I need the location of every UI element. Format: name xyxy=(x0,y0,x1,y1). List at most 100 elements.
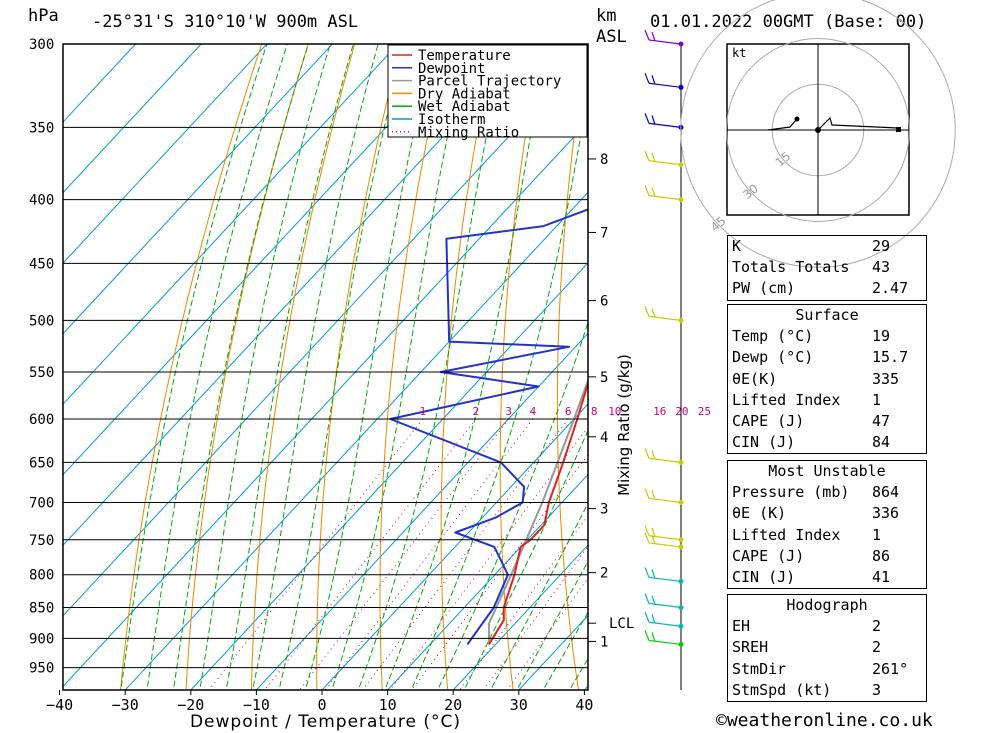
wind-barb-dot xyxy=(678,41,684,47)
surface-row-label: CAPE (J) xyxy=(732,412,805,431)
most-unstable-row-label: CIN (J) xyxy=(732,568,796,587)
wet-adiabat-line xyxy=(357,44,506,690)
legend-entry: Isotherm xyxy=(418,112,485,128)
wind-barb xyxy=(648,639,682,646)
wet-adiabat-line xyxy=(304,44,435,690)
pressure-tick-label: 300 xyxy=(29,37,54,53)
legend-entry: Parcel Trajectory xyxy=(418,74,561,90)
wet-adiabat-line xyxy=(251,44,379,690)
pressure-tick-label: 650 xyxy=(29,455,54,471)
mixing-ratio-label: 10 xyxy=(608,405,621,418)
wind-barb-flag xyxy=(651,31,656,42)
temperature-tick-label: 20 xyxy=(444,696,462,714)
wind-barb-dot xyxy=(678,537,684,543)
wind-barb-dot xyxy=(678,499,684,505)
isotherm-line xyxy=(63,44,268,264)
wind-barb xyxy=(648,160,682,166)
wind-barb xyxy=(648,82,682,88)
totals-value: 43 xyxy=(872,258,891,277)
surface-row-label: θE(K) xyxy=(732,369,778,388)
wet-adiabat-line xyxy=(278,44,406,690)
wind-barb-flag xyxy=(651,595,656,605)
km-tick-label: 1 xyxy=(600,634,608,650)
most-unstable-row-value: 41 xyxy=(872,568,891,587)
dry-adiabat-line xyxy=(120,44,263,690)
km-tick-label: 2 xyxy=(600,566,608,582)
wind-barb-dot xyxy=(678,124,684,130)
pressure-tick-label: 950 xyxy=(29,661,54,677)
most-unstable-row-label: θE (K) xyxy=(732,504,787,523)
most-unstable-row-value: 1 xyxy=(872,525,882,544)
pressure-tick-label: 700 xyxy=(29,495,54,511)
km-tick-label: 8 xyxy=(600,152,608,168)
temperature-tick-label: 30 xyxy=(510,696,528,714)
wind-barb-dot xyxy=(678,544,684,550)
pressure-unit: hPa xyxy=(28,6,59,26)
surface-row-label: Lifted Index xyxy=(732,390,841,409)
mixing-ratio-label: 3 xyxy=(505,405,512,418)
wind-barb-flag xyxy=(644,612,650,623)
wind-barb xyxy=(648,576,682,583)
wind-barb-flag xyxy=(651,187,656,197)
pressure-tick-label: 800 xyxy=(29,568,54,584)
pw-label: PW (cm) xyxy=(732,279,796,298)
temperature-tick-label: −30 xyxy=(112,696,139,714)
dry-adiabat-line xyxy=(666,7,710,696)
wind-barb-flag xyxy=(644,567,650,578)
wind-barb-flag xyxy=(644,306,650,317)
pw-value: 2.47 xyxy=(872,279,909,298)
legend-entry: Dry Adiabat xyxy=(418,86,511,102)
hodograph-stats-table: Hodograph EH 2 SREH 2 StmDir 261° StmSpd (kt) 3 xyxy=(727,594,927,702)
wet-adiabat-line xyxy=(146,44,288,690)
wind-barb-flag xyxy=(644,185,650,196)
surface-row-value: 335 xyxy=(872,369,900,388)
wind-barb xyxy=(648,122,682,129)
mixing-ratio-line xyxy=(264,418,477,690)
temperature-line xyxy=(488,380,588,645)
wind-barb-flag xyxy=(651,450,656,460)
hodograph-row-label: SREH xyxy=(732,638,769,657)
index-table-top: K 29 Totals Totals 43 PW (cm) 2.47 xyxy=(727,235,927,301)
km-tick-label: 5 xyxy=(600,370,608,386)
wind-barb-flag xyxy=(651,152,656,162)
dry-adiabat-line xyxy=(250,44,356,690)
pressure-tick-label: 900 xyxy=(29,631,54,647)
legend-entry: Temperature xyxy=(418,48,511,64)
temperature-tick-label: 0 xyxy=(317,696,326,714)
hodograph-row-value: 261° xyxy=(872,659,909,678)
pressure-tick-label: 450 xyxy=(29,256,54,272)
wind-barb-dot xyxy=(678,197,684,203)
pressure-tick-label: 350 xyxy=(29,120,54,136)
most-unstable-row-label: Lifted Index xyxy=(732,525,841,544)
mixing-ratio-label: 8 xyxy=(591,405,598,418)
wind-barb-dot xyxy=(678,84,684,90)
wind-barb-flag xyxy=(651,490,656,500)
wet-adiabat-line xyxy=(516,560,588,690)
totals-label: Totals Totals xyxy=(732,258,850,277)
k-index-label: K xyxy=(732,237,742,256)
isotherm-line xyxy=(63,44,202,194)
most-unstable-row-value: 86 xyxy=(872,546,891,565)
wind-barb-dot xyxy=(678,605,684,611)
wet-adiabat-line xyxy=(410,93,588,690)
km-tick-label: 7 xyxy=(600,225,608,241)
site-link[interactable]: weatheronline.co.uk xyxy=(726,710,933,731)
mixing-ratio-label: 25 xyxy=(698,405,711,418)
wind-barb-flag xyxy=(644,630,650,641)
copyright-footer[interactable]: ©weatheronline.co.uk xyxy=(716,710,933,731)
copyright-icon: © xyxy=(716,710,727,731)
hodograph-row-value: 3 xyxy=(872,680,882,699)
k-index-value: 29 xyxy=(872,237,891,256)
pressure-tick-label: 850 xyxy=(29,601,54,617)
wind-barb xyxy=(648,497,682,504)
most-unstable-table: Most Unstable Pressure (mb) 864 θE (K) 336 L… xyxy=(727,460,927,590)
height-unit-km: km xyxy=(596,6,617,26)
legend-entry: Dewpoint xyxy=(418,61,485,77)
temperature-tick-label: −10 xyxy=(243,696,270,714)
wind-barb-flag xyxy=(651,632,656,642)
mixing-ratio-label: 1 xyxy=(419,405,426,418)
wind-barb xyxy=(648,542,682,548)
km-tick-label: 4 xyxy=(600,430,608,446)
surface-row-label: Dewp (°C) xyxy=(732,348,814,367)
